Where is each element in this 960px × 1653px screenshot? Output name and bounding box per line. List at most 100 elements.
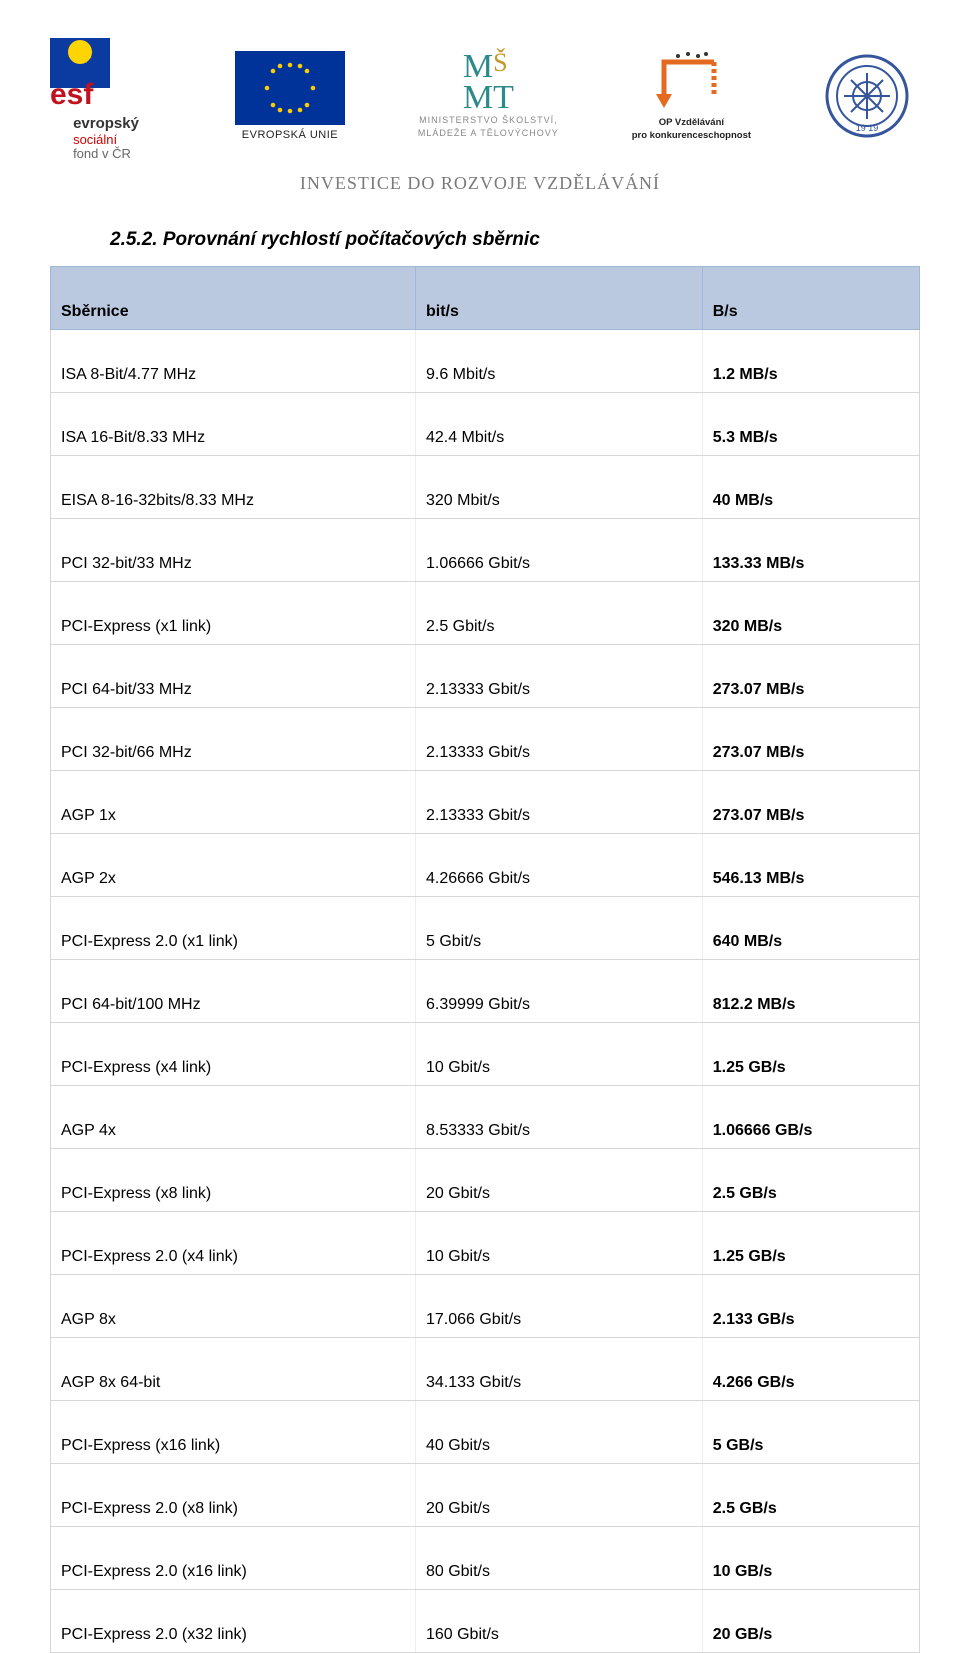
- cell-bits: 80 Gbit/s: [415, 1527, 702, 1590]
- esf-line2: sociální: [73, 133, 139, 147]
- cell-bus: AGP 8x 64-bit: [51, 1338, 416, 1401]
- cell-bus: PCI 32-bit/33 MHz: [51, 519, 416, 582]
- cell-bytes: 5.3 MB/s: [702, 393, 919, 456]
- section-title: 2.5.2. Porovnání rychlostí počítačových …: [110, 229, 960, 251]
- cell-bytes: 2.5 GB/s: [702, 1149, 919, 1212]
- header-tagline: INVESTICE DO ROZVOJE VZDĚLÁVÁNÍ: [300, 173, 660, 194]
- cell-bits: 2.5 Gbit/s: [415, 582, 702, 645]
- cell-bits: 8.53333 Gbit/s: [415, 1086, 702, 1149]
- table-row: PCI 32-bit/66 MHz2.13333 Gbit/s273.07 MB…: [51, 708, 920, 771]
- cell-bits: 10 Gbit/s: [415, 1212, 702, 1275]
- table-row: PCI 64-bit/33 MHz2.13333 Gbit/s273.07 MB…: [51, 645, 920, 708]
- seal-icon: 19 19: [824, 53, 910, 139]
- table-row: AGP 8x 64-bit34.133 Gbit/s4.266 GB/s: [51, 1338, 920, 1401]
- cell-bus: ISA 16-Bit/8.33 MHz: [51, 393, 416, 456]
- cell-bus: EISA 8-16-32bits/8.33 MHz: [51, 456, 416, 519]
- eu-flag-icon: [235, 51, 345, 125]
- table-row: ISA 16-Bit/8.33 MHz42.4 Mbit/s5.3 MB/s: [51, 393, 920, 456]
- table-row: AGP 4x8.53333 Gbit/s1.06666 GB/s: [51, 1086, 920, 1149]
- table-row: PCI-Express (x1 link)2.5 Gbit/s320 MB/s: [51, 582, 920, 645]
- table-header-row: Sběrnice bit/s B/s: [51, 267, 920, 330]
- cell-bytes: 273.07 MB/s: [702, 771, 919, 834]
- col-bytes: B/s: [702, 267, 919, 330]
- cell-bytes: 20 GB/s: [702, 1590, 919, 1653]
- table-row: PCI-Express 2.0 (x16 link)80 Gbit/s10 GB…: [51, 1527, 920, 1590]
- cell-bytes: 273.07 MB/s: [702, 645, 919, 708]
- table-row: PCI-Express (x8 link)20 Gbit/s2.5 GB/s: [51, 1149, 920, 1212]
- esf-line3: fond v ČR: [73, 147, 139, 161]
- bus-speed-table: Sběrnice bit/s B/s ISA 8-Bit/4.77 MHz9.6…: [50, 266, 920, 1653]
- table-row: PCI-Express 2.0 (x1 link)5 Gbit/s640 MB/…: [51, 897, 920, 960]
- table-row: PCI-Express 2.0 (x32 link)160 Gbit/s20 G…: [51, 1590, 920, 1653]
- opvk-line2: pro konkurenceschopnost: [632, 130, 751, 141]
- cell-bytes: 1.25 GB/s: [702, 1212, 919, 1275]
- table-row: PCI 32-bit/33 MHz1.06666 Gbit/s133.33 MB…: [51, 519, 920, 582]
- cell-bus: PCI-Express 2.0 (x8 link): [51, 1464, 416, 1527]
- cell-bytes: 640 MB/s: [702, 897, 919, 960]
- seal-logo: 19 19: [824, 53, 910, 139]
- esf-logo: esf evropský sociální fond v ČR: [50, 30, 162, 161]
- cell-bus: PCI-Express 2.0 (x32 link): [51, 1590, 416, 1653]
- cell-bus: AGP 8x: [51, 1275, 416, 1338]
- cell-bus: PCI-Express (x4 link): [51, 1023, 416, 1086]
- opvk-icon: [654, 50, 728, 115]
- cell-bus: PCI 32-bit/66 MHz: [51, 708, 416, 771]
- msmt-icon: MŠMT: [463, 52, 514, 113]
- cell-bus: PCI 64-bit/100 MHz: [51, 960, 416, 1023]
- cell-bits: 40 Gbit/s: [415, 1401, 702, 1464]
- cell-bus: ISA 8-Bit/4.77 MHz: [51, 330, 416, 393]
- cell-bus: AGP 1x: [51, 771, 416, 834]
- opvk-logo: OP Vzdělávání pro konkurenceschopnost: [632, 50, 751, 142]
- cell-bytes: 5 GB/s: [702, 1401, 919, 1464]
- cell-bits: 2.13333 Gbit/s: [415, 771, 702, 834]
- msmt-logo: MŠMT MINISTERSTVO ŠKOLSTVÍ, MLÁDEŽE A TĚ…: [418, 52, 559, 139]
- cell-bits: 42.4 Mbit/s: [415, 393, 702, 456]
- msmt-line1: MINISTERSTVO ŠKOLSTVÍ,: [419, 115, 558, 126]
- cell-bytes: 10 GB/s: [702, 1527, 919, 1590]
- cell-bytes: 320 MB/s: [702, 582, 919, 645]
- cell-bytes: 273.07 MB/s: [702, 708, 919, 771]
- cell-bits: 160 Gbit/s: [415, 1590, 702, 1653]
- cell-bits: 9.6 Mbit/s: [415, 330, 702, 393]
- opvk-line1: OP Vzdělávání: [659, 117, 724, 128]
- svg-text:19 19: 19 19: [856, 123, 879, 133]
- esf-text: evropský sociální fond v ČR: [73, 116, 139, 161]
- table-row: PCI-Express 2.0 (x8 link)20 Gbit/s2.5 GB…: [51, 1464, 920, 1527]
- cell-bits: 1.06666 Gbit/s: [415, 519, 702, 582]
- esf-icon: esf: [50, 30, 162, 108]
- cell-bits: 10 Gbit/s: [415, 1023, 702, 1086]
- table-row: PCI-Express (x16 link)40 Gbit/s5 GB/s: [51, 1401, 920, 1464]
- cell-bus: PCI-Express 2.0 (x16 link): [51, 1527, 416, 1590]
- eu-logo: EVROPSKÁ UNIE: [235, 51, 345, 141]
- cell-bits: 6.39999 Gbit/s: [415, 960, 702, 1023]
- cell-bus: PCI-Express (x8 link): [51, 1149, 416, 1212]
- cell-bits: 20 Gbit/s: [415, 1149, 702, 1212]
- col-bits: bit/s: [415, 267, 702, 330]
- cell-bits: 17.066 Gbit/s: [415, 1275, 702, 1338]
- table-row: AGP 1x2.13333 Gbit/s273.07 MB/s: [51, 771, 920, 834]
- cell-bus: AGP 4x: [51, 1086, 416, 1149]
- table-row: AGP 8x17.066 Gbit/s2.133 GB/s: [51, 1275, 920, 1338]
- table-row: PCI-Express (x4 link)10 Gbit/s1.25 GB/s: [51, 1023, 920, 1086]
- cell-bytes: 1.06666 GB/s: [702, 1086, 919, 1149]
- cell-bits: 20 Gbit/s: [415, 1464, 702, 1527]
- table-row: PCI-Express 2.0 (x4 link)10 Gbit/s1.25 G…: [51, 1212, 920, 1275]
- cell-bytes: 1.2 MB/s: [702, 330, 919, 393]
- cell-bus: PCI-Express (x1 link): [51, 582, 416, 645]
- cell-bits: 5 Gbit/s: [415, 897, 702, 960]
- cell-bus: PCI 64-bit/33 MHz: [51, 645, 416, 708]
- cell-bytes: 133.33 MB/s: [702, 519, 919, 582]
- esf-line1: evropský: [73, 116, 139, 133]
- cell-bytes: 2.5 GB/s: [702, 1464, 919, 1527]
- table-row: ISA 8-Bit/4.77 MHz9.6 Mbit/s1.2 MB/s: [51, 330, 920, 393]
- cell-bits: 2.13333 Gbit/s: [415, 645, 702, 708]
- cell-bits: 34.133 Gbit/s: [415, 1338, 702, 1401]
- cell-bytes: 812.2 MB/s: [702, 960, 919, 1023]
- svg-text:esf: esf: [50, 78, 94, 108]
- page: esf evropský sociální fond v ČR: [0, 0, 960, 1653]
- cell-bytes: 2.133 GB/s: [702, 1275, 919, 1338]
- eu-label: EVROPSKÁ UNIE: [242, 129, 338, 141]
- col-bus: Sběrnice: [51, 267, 416, 330]
- table-row: EISA 8-16-32bits/8.33 MHz320 Mbit/s40 MB…: [51, 456, 920, 519]
- cell-bytes: 1.25 GB/s: [702, 1023, 919, 1086]
